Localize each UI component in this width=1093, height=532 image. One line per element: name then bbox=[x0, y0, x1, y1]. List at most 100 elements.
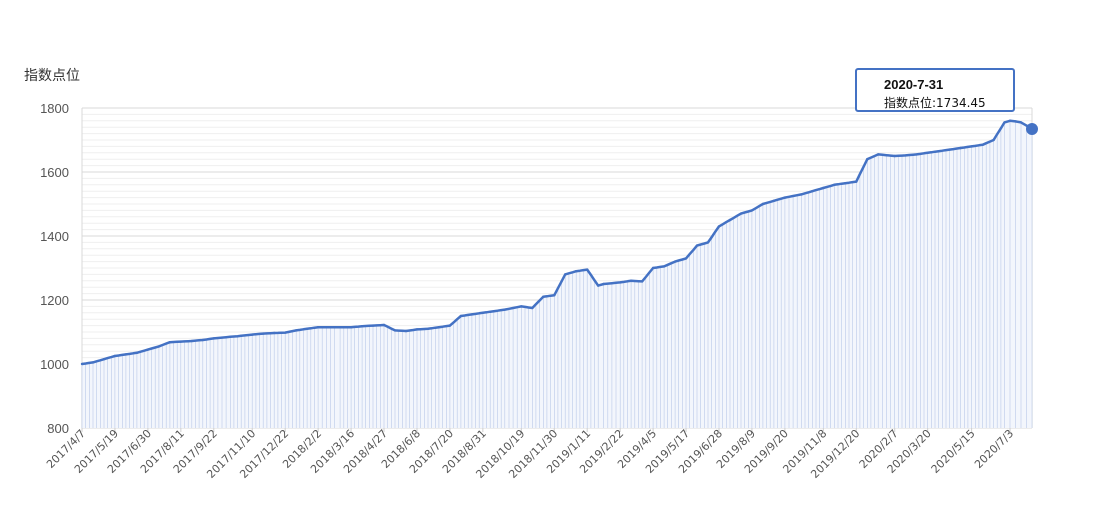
data-point bbox=[333, 326, 336, 329]
data-point bbox=[273, 331, 276, 335]
data-point bbox=[695, 244, 699, 247]
data-point bbox=[717, 225, 721, 228]
y-axis: 800 1000 1200 1400 1600 1800 bbox=[40, 101, 69, 436]
data-point bbox=[295, 329, 298, 332]
data-point bbox=[190, 339, 193, 343]
data-point bbox=[893, 154, 896, 158]
data-point bbox=[811, 190, 814, 193]
data-point bbox=[481, 311, 485, 314]
data-point bbox=[1014, 120, 1017, 123]
data-point bbox=[229, 335, 232, 338]
y-tick-label: 800 bbox=[47, 421, 69, 436]
data-point bbox=[992, 138, 995, 142]
data-point bbox=[553, 294, 556, 297]
data-point bbox=[739, 212, 743, 215]
data-point bbox=[706, 241, 710, 244]
data-point bbox=[915, 153, 918, 156]
y-tick-label: 1800 bbox=[40, 101, 69, 116]
data-point bbox=[146, 348, 150, 351]
series-line bbox=[81, 119, 1033, 366]
data-point bbox=[926, 151, 929, 154]
data-point bbox=[959, 146, 962, 150]
data-point bbox=[80, 362, 84, 366]
data-point bbox=[904, 154, 907, 157]
data-point bbox=[684, 257, 688, 260]
area-shade bbox=[82, 120, 1032, 429]
tooltip-date: 2020-7-31 bbox=[884, 77, 944, 92]
series-layer bbox=[80, 119, 1038, 366]
data-point bbox=[404, 329, 408, 333]
data-point bbox=[113, 354, 117, 358]
data-point bbox=[586, 268, 589, 271]
data-point bbox=[179, 340, 182, 343]
data-point bbox=[338, 326, 342, 329]
data-point bbox=[393, 329, 397, 332]
data-point bbox=[316, 326, 320, 329]
data-point bbox=[251, 333, 254, 336]
data-point bbox=[382, 323, 386, 327]
data-point bbox=[750, 209, 754, 212]
data-point bbox=[1008, 119, 1012, 123]
data-point bbox=[640, 280, 644, 283]
data-point bbox=[448, 324, 452, 327]
tooltip-value: 指数点位:1734.45 bbox=[884, 96, 986, 110]
data-point bbox=[575, 270, 578, 273]
y-axis-title: 指数点位 bbox=[24, 68, 80, 84]
data-point bbox=[415, 328, 419, 331]
data-point bbox=[564, 273, 567, 276]
y-tick-label: 1400 bbox=[40, 229, 69, 244]
data-point bbox=[520, 305, 523, 308]
data-point bbox=[212, 337, 215, 340]
data-point bbox=[597, 284, 600, 287]
y-tick-label: 1600 bbox=[40, 165, 69, 180]
data-point bbox=[833, 183, 836, 186]
data-point bbox=[492, 310, 495, 313]
data-point bbox=[783, 196, 787, 199]
data-point bbox=[240, 334, 243, 337]
data-point bbox=[426, 327, 430, 330]
data-point bbox=[371, 324, 375, 327]
data-point bbox=[1019, 121, 1023, 124]
x-axis: 2017/4/72017/5/192017/6/302017/8/112017/… bbox=[44, 427, 1016, 481]
data-point bbox=[937, 150, 940, 153]
data-point bbox=[168, 341, 172, 344]
data-point bbox=[855, 180, 858, 183]
data-point bbox=[602, 282, 605, 286]
data-point bbox=[866, 158, 869, 161]
data-point bbox=[673, 260, 677, 263]
data-point bbox=[800, 193, 803, 196]
data-point bbox=[91, 361, 95, 364]
x-tick-label: 2020/5/15 bbox=[929, 427, 978, 476]
data-point bbox=[651, 266, 655, 270]
y-tick-label: 1000 bbox=[40, 357, 69, 372]
data-point bbox=[662, 265, 666, 268]
data-point bbox=[728, 218, 732, 222]
data-point bbox=[135, 351, 139, 354]
data-point bbox=[157, 345, 161, 348]
x-tick-label: 2020/7/3 bbox=[972, 427, 1016, 471]
highlighted-point[interactable] bbox=[1026, 123, 1038, 135]
data-point bbox=[124, 353, 128, 356]
data-point bbox=[761, 202, 765, 206]
data-point bbox=[360, 325, 364, 328]
data-point bbox=[542, 295, 545, 298]
data-point bbox=[1003, 121, 1006, 124]
data-point bbox=[305, 327, 309, 330]
data-point bbox=[201, 338, 204, 342]
data-point bbox=[844, 182, 847, 185]
data-point bbox=[349, 326, 353, 329]
tooltip: 2020-7-31 指数点位:1734.45 bbox=[855, 68, 1015, 112]
y-tick-label: 1200 bbox=[40, 293, 69, 308]
data-point bbox=[877, 153, 880, 156]
data-point bbox=[470, 313, 474, 316]
data-point bbox=[629, 279, 633, 282]
data-point bbox=[948, 148, 951, 151]
data-point bbox=[619, 281, 622, 284]
data-point bbox=[437, 326, 441, 329]
data-point bbox=[262, 332, 265, 335]
area-fill bbox=[81, 120, 1033, 429]
data-point bbox=[102, 358, 106, 361]
data-point bbox=[503, 308, 506, 311]
